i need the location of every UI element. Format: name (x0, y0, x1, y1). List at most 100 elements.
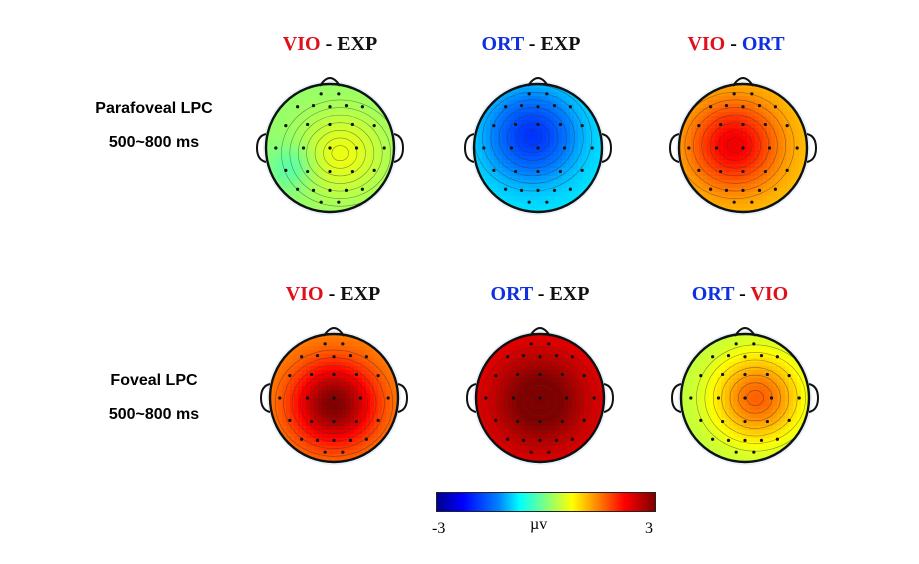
electrode-dot (711, 355, 715, 359)
electrode-dot (743, 396, 747, 400)
electrode-dot (709, 187, 713, 191)
electrode-dot (344, 188, 349, 192)
electrode-dot (300, 437, 304, 441)
electrode-dot (734, 450, 738, 454)
electrode-dot (538, 396, 542, 400)
electrode-dot (288, 418, 292, 422)
electrode-dot (319, 200, 323, 204)
electrode-dot (306, 122, 310, 127)
topomap-r2-c2 (465, 327, 615, 465)
electrode-dot (726, 438, 731, 442)
electrode-dot (709, 105, 713, 109)
electrode-dot (300, 355, 304, 359)
electrode-dot (350, 169, 354, 174)
electrode-dot (358, 396, 363, 400)
title-sep: - (523, 33, 541, 55)
electrode-dot (348, 438, 353, 442)
electrode-dot (536, 188, 540, 192)
title-right: EXP (340, 283, 381, 305)
electrode-dot (506, 355, 510, 359)
left-ear-outline (668, 133, 680, 163)
left-ear-outline (259, 383, 271, 413)
electrode-dot (743, 355, 747, 359)
electrode-dot (536, 122, 540, 127)
right-ear-outline (603, 383, 615, 413)
right-ear-outline (397, 383, 409, 413)
electrode-dot (332, 372, 336, 377)
head-outline (268, 332, 400, 464)
electrode-dot (741, 122, 745, 127)
electrode-dot (547, 342, 551, 346)
electrode-dot (757, 104, 762, 108)
title-left: VIO (687, 33, 726, 55)
electrode-dot (306, 169, 310, 174)
electrode-dot (785, 168, 789, 172)
topomap-r1-c3 (668, 77, 818, 215)
title-left: ORT (691, 283, 735, 305)
electrode-dot (564, 396, 569, 400)
electrode-dot (538, 438, 542, 442)
electrode-dot (699, 418, 703, 422)
title-right: EXP (337, 33, 378, 55)
electrode-dot (750, 92, 754, 96)
topomap-r2-c3 (670, 327, 820, 465)
row-2-label: Foveal LPC 500~800 ms (84, 372, 224, 424)
electrode-dot (519, 104, 524, 108)
electrode-dot (527, 200, 531, 204)
electrode-dot (721, 372, 725, 377)
electrode-dot (337, 200, 341, 204)
electrode-dot (354, 372, 358, 377)
electrode-dot (278, 396, 282, 400)
electrode-dot (350, 122, 354, 127)
electrode-dot (332, 396, 336, 400)
electrode-dot (315, 354, 320, 358)
electrode-dot (482, 146, 486, 150)
electrode-dot (354, 146, 359, 150)
head-outline (677, 82, 809, 214)
electrode-dot (348, 354, 353, 358)
title-r2-c2: ORT - EXP (455, 283, 625, 306)
electrode-dot (552, 104, 557, 108)
colorbar-max-label: 3 (645, 520, 653, 537)
electrode-dot (743, 372, 747, 377)
head-outline (472, 82, 604, 214)
electrode-dot (759, 354, 764, 358)
electrode-dot (582, 374, 586, 378)
electrode-dot (724, 188, 729, 192)
electrode-dot (521, 354, 526, 358)
electrode-dot (341, 342, 345, 346)
title-r2-c1: VIO - EXP (248, 283, 418, 306)
electrode-dot (765, 419, 769, 424)
head-outline (679, 332, 811, 464)
electrode-dot (382, 146, 386, 150)
electrode-dot (721, 419, 725, 424)
electrode-dot (785, 124, 789, 128)
colorbar-min-label: -3 (432, 520, 446, 537)
electrode-dot (527, 92, 531, 96)
electrode-dot (536, 105, 540, 109)
electrode-dot (274, 146, 278, 150)
electrode-dot (757, 188, 762, 192)
head-outline (474, 332, 606, 464)
electrode-dot (752, 450, 756, 454)
electrode-dot (328, 188, 332, 192)
electrode-dot (743, 438, 747, 442)
electrode-dot (376, 374, 380, 378)
electrode-dot (341, 450, 345, 454)
title-r1-c3: VIO - ORT (651, 33, 821, 56)
electrode-dot (504, 187, 508, 191)
electrode-dot (494, 418, 498, 422)
electrode-dot (364, 355, 368, 359)
title-right: EXP (549, 283, 590, 305)
electrode-dot (376, 418, 380, 422)
electrode-dot (787, 374, 791, 378)
electrode-dot (714, 146, 719, 150)
electrode-dot (492, 124, 496, 128)
row-2-label-line1: Foveal LPC (110, 372, 198, 389)
electrode-dot (773, 187, 777, 191)
title-left: ORT (481, 33, 524, 55)
row-1-label-line2: 500~800 ms (108, 134, 200, 151)
electrode-dot (775, 437, 779, 441)
electrode-dot (315, 438, 320, 442)
left-ear-outline (670, 383, 682, 413)
